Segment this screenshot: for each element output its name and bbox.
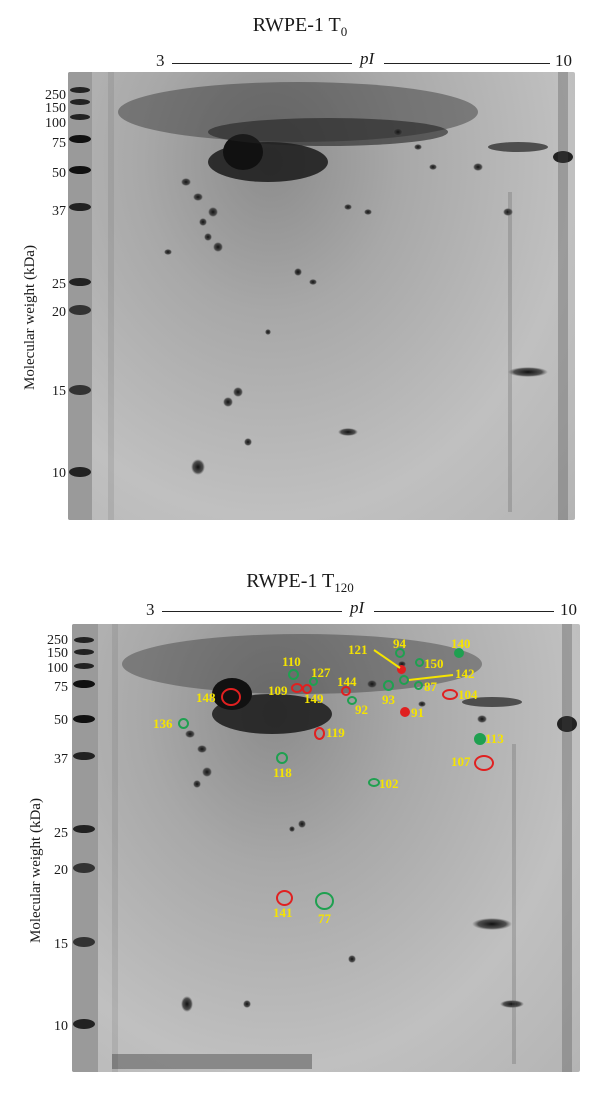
spot-ring-102 xyxy=(368,778,380,787)
panel-title: RWPE-1 T120 xyxy=(0,570,600,596)
spot-label-121: 121 xyxy=(348,642,368,657)
spot-label-91: 91 xyxy=(411,705,424,720)
pi-right-label: 10 xyxy=(560,600,577,619)
spot-ring-110 xyxy=(288,669,299,680)
spot-ring-87 xyxy=(414,681,423,690)
spot-label-77: 77 xyxy=(318,911,331,926)
spot-label-144: 144 xyxy=(337,674,357,689)
spot-ring-144 xyxy=(341,686,351,696)
spot-ring-113 xyxy=(474,733,486,745)
spot-ring-118 xyxy=(276,752,288,764)
title-text: RWPE-1 T xyxy=(246,570,335,592)
tick-15: 15 xyxy=(52,384,66,399)
spot-label-104: 104 xyxy=(458,687,478,702)
tick-150: 150 xyxy=(47,646,68,661)
tick-20: 20 xyxy=(54,863,68,878)
spot-label-141: 141 xyxy=(273,905,293,920)
spot-label-113: 113 xyxy=(485,731,504,746)
tick-100: 100 xyxy=(47,661,68,676)
spot-ring-149 xyxy=(302,684,312,694)
tick-50: 50 xyxy=(54,713,68,728)
spot-ring-142 xyxy=(399,675,409,685)
pi-axis-line-right xyxy=(374,611,554,612)
spot-label-102: 102 xyxy=(379,776,399,791)
tick-75: 75 xyxy=(52,136,66,151)
spot-ring-92 xyxy=(347,696,357,705)
tick-25: 25 xyxy=(52,277,66,292)
pi-left-label: 3 xyxy=(146,600,155,619)
pi-left-label: 3 xyxy=(156,51,165,70)
gel-panel-t0: RWPE-1 T0 3 pI 10 Molecular weight (kDa)… xyxy=(0,0,600,525)
title-subscript: 120 xyxy=(334,580,354,595)
pi-axis-line-left xyxy=(172,63,352,64)
spot-label-127: 127 xyxy=(311,665,331,680)
tick-37: 37 xyxy=(52,204,66,219)
spot-ring-148 xyxy=(221,688,241,706)
pi-axis-title: pI xyxy=(360,49,375,68)
spot-label-148: 148 xyxy=(196,690,216,705)
spot-ring-127 xyxy=(309,677,318,686)
spot-label-136: 136 xyxy=(153,716,173,731)
spot-ring-107 xyxy=(474,755,494,771)
spot-label-149: 149 xyxy=(304,691,324,706)
tick-25: 25 xyxy=(54,826,68,841)
gel-image-t120 xyxy=(72,624,580,1072)
tick-75: 75 xyxy=(54,680,68,695)
spot-ring-136 xyxy=(178,718,189,729)
title-text: RWPE-1 T xyxy=(252,14,341,36)
tick-15: 15 xyxy=(54,937,68,952)
spot-ring-93 xyxy=(383,680,394,691)
spot-ring-94 xyxy=(395,648,405,658)
spot-ring-104 xyxy=(442,689,458,700)
spot-ring-150 xyxy=(415,658,424,667)
spot-ring-119 xyxy=(314,727,325,740)
spot-label-94: 94 xyxy=(393,636,406,651)
spot-ring-91 xyxy=(400,707,410,717)
spot-label-119: 119 xyxy=(326,725,345,740)
tick-100: 100 xyxy=(45,116,66,131)
spot-label-93: 93 xyxy=(382,692,395,707)
spot-label-110: 110 xyxy=(282,654,301,669)
gel-image-t0 xyxy=(68,72,575,520)
spot-label-92: 92 xyxy=(355,702,368,717)
spot-label-140: 140 xyxy=(451,636,471,651)
tick-37: 37 xyxy=(54,752,68,767)
panel-title: RWPE-1 T0 xyxy=(0,14,600,40)
pi-axis-line-right xyxy=(384,63,550,64)
pi-right-label: 10 xyxy=(555,51,572,70)
spot-label-118: 118 xyxy=(273,765,292,780)
spot-label-142: 142 xyxy=(455,666,475,681)
spot-label-87: 87 xyxy=(424,679,437,694)
tick-250: 250 xyxy=(45,88,66,103)
leader-lines xyxy=(373,649,454,681)
tick-150: 150 xyxy=(45,101,66,116)
tick-10: 10 xyxy=(54,1019,68,1034)
pi-axis-title: pI xyxy=(350,598,365,617)
spot-label-150: 150 xyxy=(424,656,444,671)
title-subscript: 0 xyxy=(340,24,348,39)
tick-10: 10 xyxy=(52,466,66,481)
gel-panel-t120: RWPE-1 T120 3 pI 10 Molecular weight (kD… xyxy=(0,560,600,1080)
pi-axis-line-left xyxy=(162,611,342,612)
spot-ring-140 xyxy=(454,648,464,658)
spot-ring-141 xyxy=(276,890,293,906)
spot-label-109: 109 xyxy=(268,683,288,698)
spot-ring-121 xyxy=(397,665,406,674)
tick-50: 50 xyxy=(52,166,66,181)
tick-20: 20 xyxy=(52,305,66,320)
spot-ring-77 xyxy=(315,892,334,910)
spot-label-107: 107 xyxy=(451,754,471,769)
tick-250: 250 xyxy=(47,633,68,648)
